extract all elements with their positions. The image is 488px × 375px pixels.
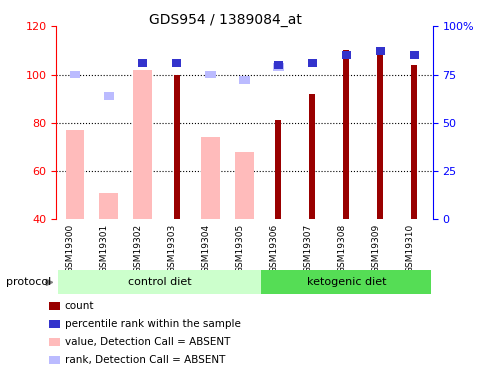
- Text: protocol: protocol: [6, 278, 52, 287]
- Text: ketogenic diet: ketogenic diet: [306, 277, 385, 287]
- Text: GSM19307: GSM19307: [303, 224, 312, 273]
- Bar: [205, 70, 215, 78]
- Bar: [410, 65, 416, 219]
- Text: GSM19310: GSM19310: [404, 224, 413, 273]
- Bar: [376, 55, 383, 219]
- Bar: [261, 270, 430, 294]
- Bar: [375, 48, 384, 55]
- Text: GSM19309: GSM19309: [370, 224, 379, 273]
- Bar: [307, 59, 316, 67]
- Text: value, Detection Call = ABSENT: value, Detection Call = ABSENT: [64, 337, 229, 346]
- Bar: [70, 70, 80, 78]
- Bar: [201, 137, 220, 219]
- Text: GSM19305: GSM19305: [235, 224, 244, 273]
- Bar: [99, 193, 118, 219]
- Text: count: count: [64, 301, 94, 310]
- Bar: [138, 59, 147, 67]
- Text: percentile rank within the sample: percentile rank within the sample: [64, 319, 240, 328]
- Bar: [235, 152, 253, 219]
- Text: control diet: control diet: [128, 277, 191, 287]
- Bar: [308, 94, 315, 219]
- Text: GSM19306: GSM19306: [269, 224, 278, 273]
- Bar: [103, 92, 114, 100]
- Bar: [58, 270, 261, 294]
- Text: GSM19302: GSM19302: [133, 224, 142, 273]
- Bar: [273, 61, 283, 69]
- Bar: [408, 51, 418, 59]
- Text: GDS954 / 1389084_at: GDS954 / 1389084_at: [148, 13, 301, 27]
- Text: GSM19304: GSM19304: [201, 224, 210, 273]
- Text: GSM19308: GSM19308: [337, 224, 346, 273]
- Text: GSM19300: GSM19300: [66, 224, 75, 273]
- Bar: [341, 51, 350, 59]
- Bar: [133, 70, 152, 219]
- Text: GSM19301: GSM19301: [100, 224, 109, 273]
- Bar: [275, 120, 281, 219]
- Bar: [343, 50, 348, 219]
- Bar: [172, 59, 181, 67]
- Text: GSM19303: GSM19303: [167, 224, 176, 273]
- Bar: [173, 75, 180, 219]
- Text: rank, Detection Call = ABSENT: rank, Detection Call = ABSENT: [64, 355, 224, 364]
- Bar: [239, 76, 249, 84]
- Bar: [65, 130, 84, 219]
- Bar: [273, 63, 283, 70]
